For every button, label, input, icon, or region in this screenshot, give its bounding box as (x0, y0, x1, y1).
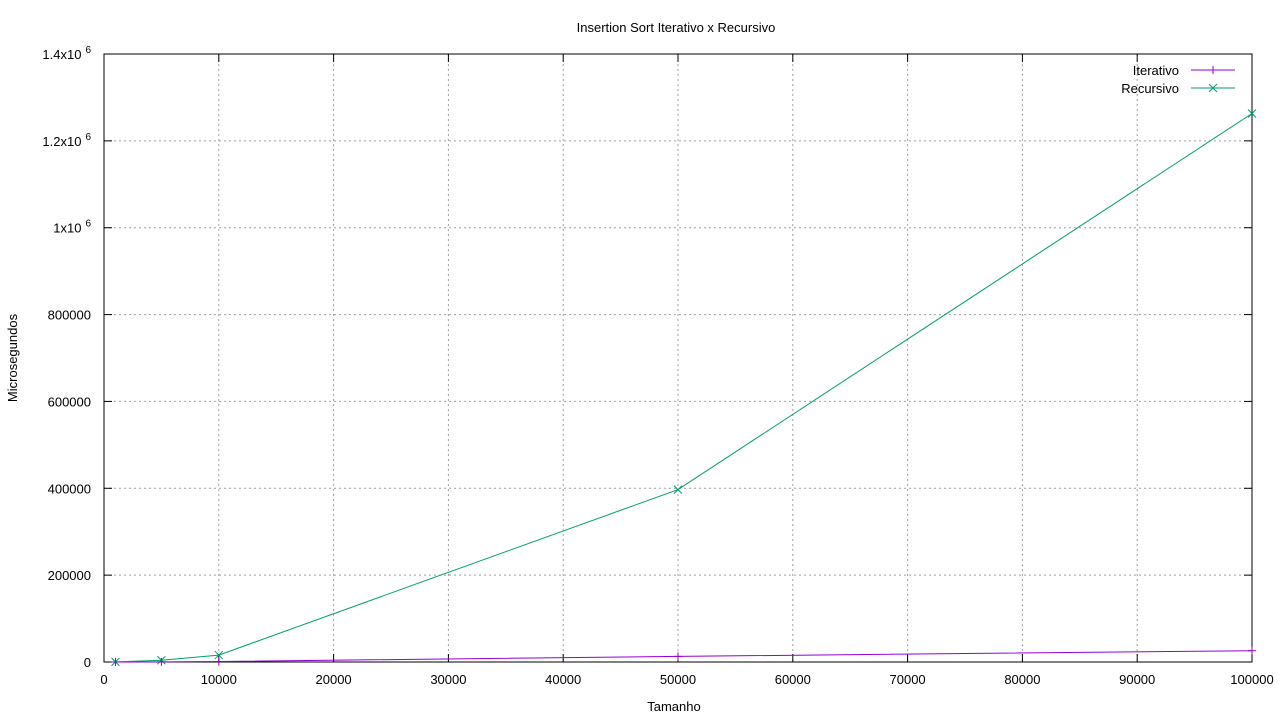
grid (104, 54, 1252, 662)
y-tick-label-base: 800000 (48, 308, 91, 323)
data-point-recursivo (1247, 109, 1257, 118)
x-tick-label: 40000 (545, 672, 581, 687)
x-tick-label: 70000 (890, 672, 926, 687)
legend-marker (1208, 83, 1218, 93)
y-axis-label: Microsegundos (5, 313, 20, 402)
data-point-recursivo (673, 485, 683, 494)
x-tick-label: 0 (100, 672, 107, 687)
x-tick-label: 60000 (775, 672, 811, 687)
series-layer (111, 109, 1257, 667)
data-point-iterativo (111, 657, 120, 666)
legend-label: Recursivo (1121, 81, 1179, 96)
y-tick-label: 600000 (48, 394, 91, 409)
legend-item-recursivo: Recursivo (1121, 81, 1235, 96)
legend: Iterativo Recursivo (1121, 63, 1235, 96)
data-point-recursivo (214, 650, 224, 660)
chart-title: Insertion Sort Iterativo x Recursivo (577, 20, 776, 35)
x-tick-label: 10000 (201, 672, 237, 687)
y-tick-label-exponent: 6 (85, 45, 91, 56)
x-tick-label: 20000 (316, 672, 352, 687)
data-point-iterativo (1248, 646, 1256, 655)
x-tick-label: 90000 (1119, 672, 1155, 687)
y-tick-label-base: 400000 (48, 481, 91, 496)
y-tick-label-base: 200000 (48, 568, 91, 583)
y-tick-label: 200000 (48, 568, 91, 583)
y-tick-label-exponent: 6 (85, 132, 91, 143)
data-point-iterativo (214, 657, 223, 666)
data-point-iterativo (674, 652, 682, 661)
series-iterativo (111, 646, 1256, 666)
x-tick-label: 100000 (1230, 672, 1273, 687)
legend-marker (1209, 66, 1217, 74)
y-tick-label: 1.4x10 6 (42, 45, 91, 62)
y-tick-label-base: 600000 (48, 394, 91, 409)
x-axis-tick-labels: 0 10000 20000 30000 40000 50000 60000 70000 8000… (100, 672, 1273, 687)
legend-label: Iterativo (1133, 63, 1179, 78)
y-tick-label: 800000 (48, 308, 91, 323)
y-tick-label: 400000 (48, 481, 91, 496)
x-axis-label: Tamanho (647, 699, 700, 714)
x-tick-label: 80000 (1004, 672, 1040, 687)
y-tick-label: 1x10 6 (53, 219, 91, 236)
y-tick-label-base: 1x10 (53, 221, 81, 236)
y-tick-label: 1.2x10 6 (42, 132, 91, 149)
y-tick-label: 0 (84, 655, 91, 670)
x-tick-label: 30000 (430, 672, 466, 687)
y-tick-label-base: 1.4x10 (42, 47, 81, 62)
y-tick-label-base: 1.2x10 (42, 134, 81, 149)
data-point-iterativo (157, 657, 166, 666)
x-tick-label: 50000 (660, 672, 696, 687)
y-tick-label-exponent: 6 (85, 219, 91, 230)
y-tick-label-base: 0 (84, 655, 91, 670)
legend-item-iterativo: Iterativo (1133, 63, 1235, 78)
